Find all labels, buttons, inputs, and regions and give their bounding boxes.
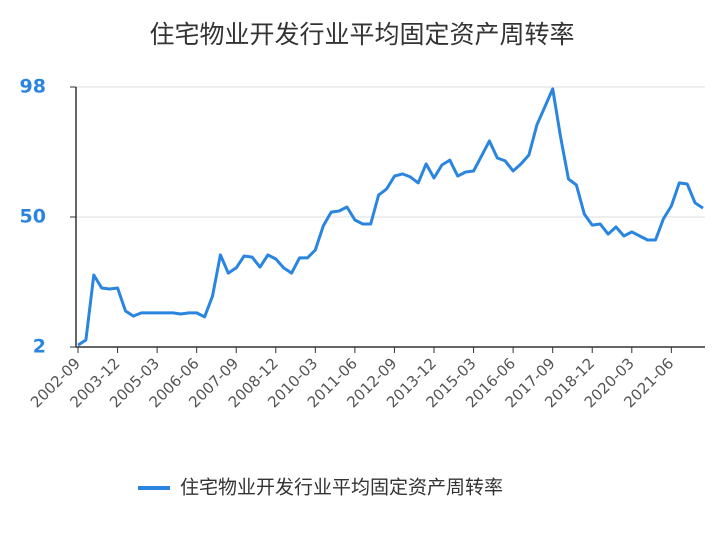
y-tick-label: 50 — [20, 206, 46, 228]
legend-label: 住宅物业开发行业平均固定资产周转率 — [180, 477, 503, 499]
y-tick-label: 2 — [33, 336, 46, 358]
y-tick-label: 98 — [20, 76, 46, 98]
data-line — [77, 87, 704, 347]
chart-title: 住宅物业开发行业平均固定资产周转率 — [149, 20, 574, 49]
